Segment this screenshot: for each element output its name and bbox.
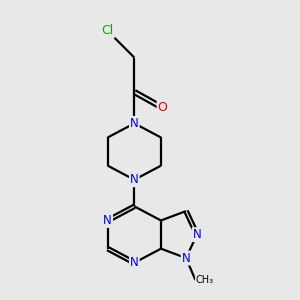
Text: N: N — [103, 214, 112, 227]
Text: N: N — [130, 117, 139, 130]
Text: N: N — [193, 228, 201, 241]
Text: O: O — [158, 101, 167, 114]
Text: N: N — [130, 256, 139, 269]
Text: Cl: Cl — [102, 25, 114, 38]
Text: N: N — [130, 173, 139, 186]
Text: N: N — [182, 252, 190, 265]
Text: CH₃: CH₃ — [195, 275, 214, 285]
